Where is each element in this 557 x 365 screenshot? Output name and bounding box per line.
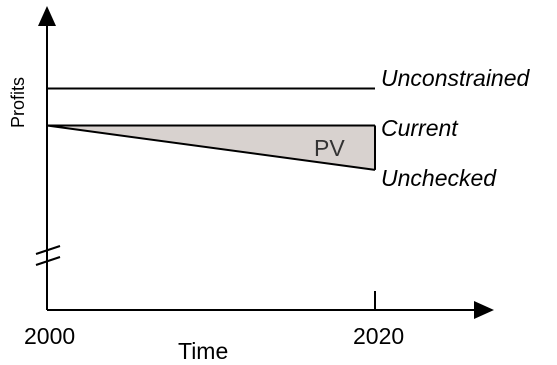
y-axis-break [35, 245, 61, 266]
x-axis-arrow [474, 301, 494, 319]
series-label-unchecked: Unchecked [381, 165, 497, 191]
x-tick-label-2020: 2020 [353, 323, 404, 349]
series-label-unconstrained: Unconstrained [381, 65, 531, 91]
series-line-unchecked [46, 124, 376, 171]
series-label-current: Current [381, 115, 459, 141]
x-tick-label-2000: 2000 [24, 323, 75, 349]
x-axis-label: Time [178, 338, 228, 364]
y-axis-label: Profits [8, 77, 28, 128]
pv-label: PV [314, 135, 345, 161]
y-axis-arrow [38, 6, 56, 26]
